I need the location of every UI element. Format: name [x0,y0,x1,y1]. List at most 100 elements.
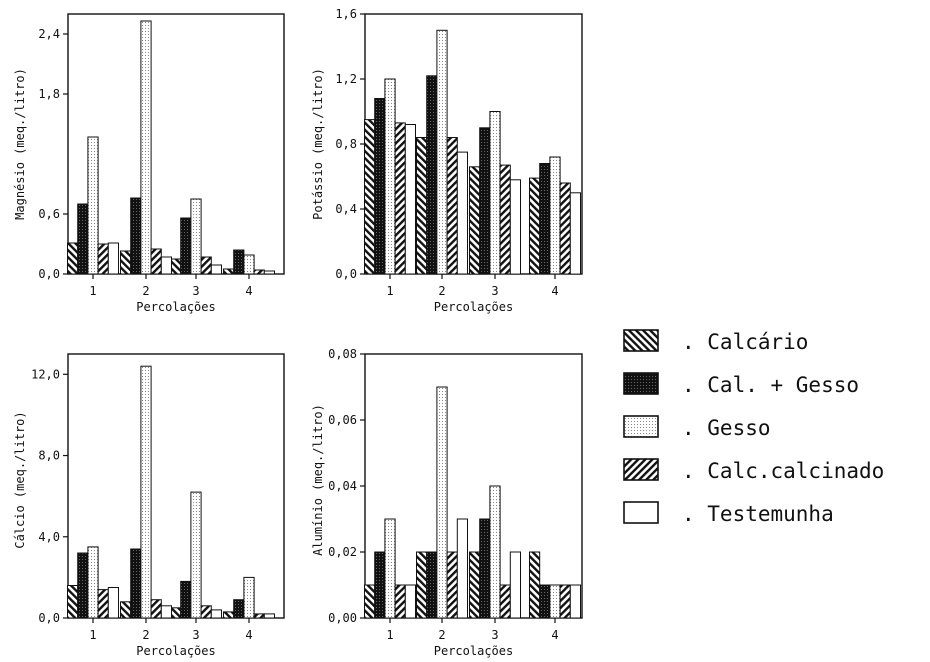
y-tick-label: 0,4 [335,202,357,216]
bar-aluminio-p3-s1 [469,551,481,619]
bar-magnesio-p3-s2 [180,217,192,275]
bar-potassio-p4-s4 [559,182,571,275]
bar-potassio-p4-s3 [549,156,561,275]
legend-swatch [623,458,659,481]
bar-calcio-p4-s4 [253,613,265,619]
bar-calcio-p3-s5 [210,609,223,619]
x-tick-label: 2 [142,628,149,642]
legend-swatch [623,372,659,395]
bar-aluminio-p1-s3 [384,518,396,619]
bar-magnesio-p1-s1 [67,242,79,275]
y-axis-label: Potássio (meq./litro) [311,68,325,220]
y-tick-label: 2,4 [38,27,60,41]
bar-magnesio-p3-s5 [210,264,223,275]
y-axis-label: Magnésio (meq./litro) [13,68,27,220]
bar-magnesio-p4-s2 [233,249,245,275]
bar-aluminio-p2-s3 [436,386,448,619]
bar-potassio-p3-s2 [479,127,491,275]
x-tick-label: 1 [386,628,393,642]
legend-label: . Calcário [682,330,808,354]
bar-potassio-p3-s3 [489,111,501,275]
legend-label: . Calc.calcinado [682,459,884,483]
bar-potassio-p4-s5 [569,192,581,275]
legend-item: . Testemunha [623,501,834,526]
bar-potassio-p3-s1 [469,166,481,275]
x-tick-label: 3 [192,628,199,642]
bar-magnesio-p4-s1 [223,268,235,275]
legend-label: . Cal. + Gesso [682,373,859,397]
bar-aluminio-p1-s4 [394,584,406,619]
y-tick-label: 0,02 [328,545,357,559]
bar-magnesio-p3-s3 [190,198,202,275]
chart-panels: 0,0 0,6 1,8 2,4 1 2 3 4 Percolações Magnésio (meq… [13,7,583,658]
bar-potassio-p4-s1 [529,177,541,275]
bar-potassio-p2-s2 [426,75,438,275]
x-tick-label: 4 [551,284,558,298]
x-axis-label: Percolações [434,644,513,658]
plot-frame [67,13,285,275]
bar-magnesio-p4-s4 [253,269,265,275]
bar-aluminio-p1-s5 [404,584,416,619]
y-axis-label: Alumínio (meq./litro) [311,404,325,556]
bar-magnesio-p1-s5 [107,242,120,275]
bar-aluminio-p3-s2 [479,518,491,619]
x-axis-label: Percolações [434,300,513,314]
bar-calcio-p3-s1 [170,607,182,619]
legend-label: . Gesso [682,416,771,440]
y-tick-label: 1,2 [335,72,357,86]
bar-potassio-p1-s3 [384,78,396,275]
x-tick-label: 4 [551,628,558,642]
bar-aluminio-p1-s1 [364,584,376,619]
bar-calcio-p4-s2 [233,599,245,619]
bar-potassio-p3-s5 [509,179,521,275]
bar-aluminio-p4-s2 [539,584,551,619]
bar-calcio-p1-s2 [77,552,89,619]
x-axis-label: Percolações [136,644,215,658]
bar-aluminio-p2-s5 [456,518,468,619]
bar-magnesio-p2-s3 [140,20,152,275]
bar-calcio-p1-s5 [107,587,120,619]
bar-magnesio-p3-s1 [170,258,182,275]
x-tick-label: 4 [245,628,252,642]
x-tick-label: 2 [438,628,445,642]
bar-aluminio-p4-s3 [549,584,561,619]
bar-potassio-p2-s3 [436,29,448,275]
bar-calcio-p4-s3 [243,576,255,619]
bar-calcio-p1-s3 [87,546,99,619]
bar-calcio-p3-s3 [190,491,202,619]
y-tick-label: 0,0 [38,267,60,281]
bar-calcio-p2-s2 [130,548,142,619]
bar-aluminio-p4-s4 [559,584,571,619]
bar-aluminio-p4-s1 [529,551,541,619]
x-tick-label: 4 [245,284,252,298]
x-tick-label: 1 [386,284,393,298]
y-tick-label: 0,04 [328,479,357,493]
bar-calcio-p4-s5 [263,613,275,619]
legend-item: . Gesso [623,415,771,440]
bar-magnesio-p2-s4 [150,248,162,275]
bar-aluminio-p1-s2 [374,551,386,619]
bar-calcio-p1-s4 [97,589,109,619]
legend-swatch [623,501,659,524]
x-tick-label: 2 [438,284,445,298]
bar-potassio-p1-s5 [404,124,416,275]
y-tick-label: 4,0 [38,530,60,544]
bar-aluminio-p3-s4 [499,584,511,619]
bar-potassio-p1-s1 [364,119,376,275]
legend-item: . Calcário [623,329,808,354]
bar-aluminio-p4-s5 [569,584,581,619]
bar-aluminio-p3-s3 [489,485,501,619]
y-tick-label: 0,0 [38,611,60,625]
bar-potassio-p3-s4 [499,164,511,275]
y-tick-label: 8,0 [38,449,60,463]
bar-calcio-p2-s5 [160,605,173,619]
x-tick-label: 1 [89,628,96,642]
legend: . Calcário . Cal. + Gesso . Gesso . Calc.ca… [623,329,884,526]
y-tick-label: 1,6 [335,7,357,21]
bar-potassio-p2-s5 [456,151,468,275]
legend-item: . Calc.calcinado [623,458,884,483]
y-tick-label: 0,06 [328,413,357,427]
y-tick-label: 0,8 [335,137,357,151]
x-tick-label: 1 [89,284,96,298]
bar-potassio-p1-s2 [374,98,386,275]
